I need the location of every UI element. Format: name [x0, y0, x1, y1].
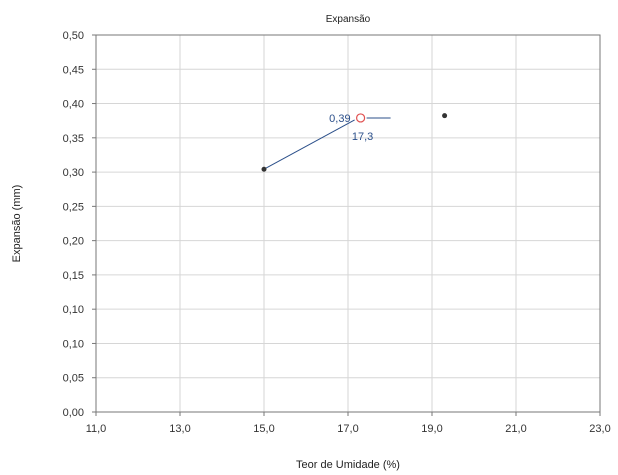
x-tick-label: 17,0	[337, 423, 358, 435]
y-tick-label: 0,00	[63, 407, 84, 419]
data-point	[261, 166, 267, 172]
data-point	[442, 113, 448, 119]
x-tick-label: 11,0	[86, 423, 107, 435]
x-tick-label: 23,0	[589, 423, 610, 435]
optimum-y-label: 0,39	[329, 113, 350, 125]
x-axis-title: Teor de Umidade (%)	[296, 459, 400, 471]
y-tick-label: 0,45	[63, 64, 84, 76]
x-tick-label: 13,0	[169, 423, 190, 435]
grid-lines	[96, 35, 600, 412]
y-axis-title: Expansão (mm)	[11, 185, 23, 263]
trend-line-left	[263, 119, 355, 170]
optimum-marker	[356, 113, 366, 123]
y-axis-ticks: 0,00 0,05 0,10 0,10 0,15 0,20 0,25 0,30 0,35 0,40…	[63, 30, 96, 419]
x-tick-label: 21,0	[505, 423, 526, 435]
x-tick-label: 19,0	[421, 423, 442, 435]
y-tick-label: 0,10	[63, 304, 84, 316]
y-tick-label: 0,35	[63, 133, 84, 145]
y-tick-label: 0,30	[63, 167, 84, 179]
y-tick-label: 0,05	[63, 373, 84, 385]
y-tick-label: 0,50	[63, 30, 84, 42]
x-tick-label: 15,0	[253, 423, 274, 435]
chart-title: Expansão	[326, 14, 371, 25]
y-tick-label: 0,20	[63, 236, 84, 248]
y-tick-label: 0,10	[63, 338, 84, 350]
optimum-x-label: 17,3	[352, 131, 373, 143]
x-axis-ticks: 11,0 13,0 15,0 17,0 19,0 21,0 23,0	[86, 412, 611, 435]
y-tick-label: 0,15	[63, 270, 84, 282]
y-tick-label: 0,25	[63, 201, 84, 213]
y-tick-label: 0,40	[63, 99, 84, 111]
